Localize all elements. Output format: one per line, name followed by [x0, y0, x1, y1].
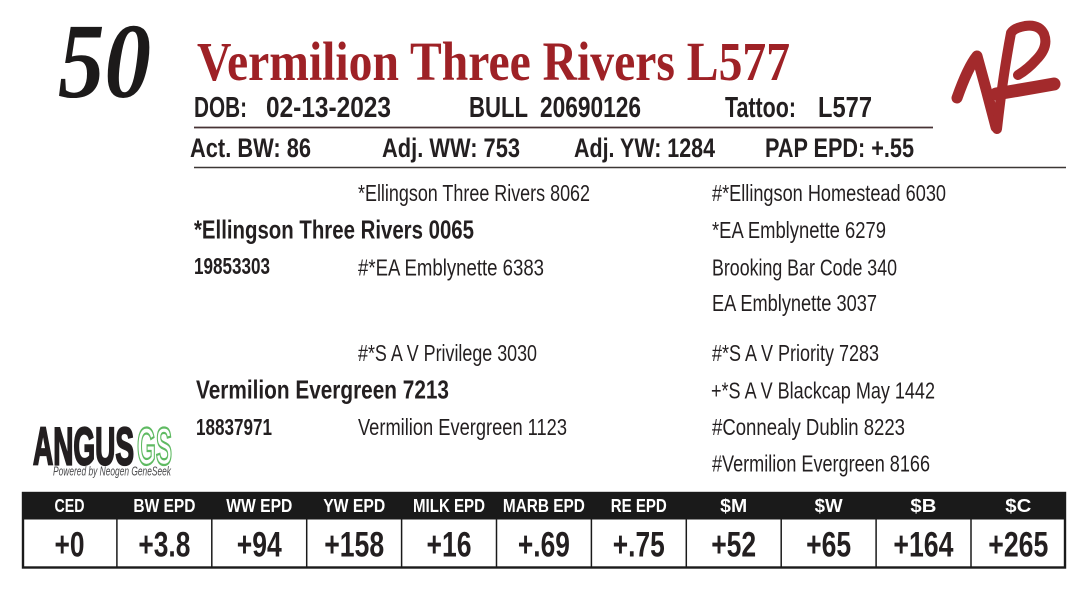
svg-text:+265: +265 — [988, 525, 1048, 565]
svg-text:CED: CED — [55, 496, 85, 516]
svg-text:BW EPD: BW EPD — [133, 496, 195, 516]
svg-text:Vermilion Evergreen 1123: Vermilion Evergreen 1123 — [358, 414, 567, 440]
svg-text:$B: $B — [910, 496, 936, 516]
svg-text:YW EPD: YW EPD — [323, 496, 385, 516]
svg-text:Brooking Bar Code 340: Brooking Bar Code 340 — [712, 255, 897, 281]
svg-text:Powered by Neogen GeneSeek: Powered by Neogen GeneSeek — [53, 465, 172, 479]
svg-text:Adj. YW: 1284: Adj. YW: 1284 — [574, 133, 715, 163]
svg-text:#*S A V Priority 7283: #*S A V Priority 7283 — [712, 340, 879, 366]
svg-text:Vermilion Evergreen 7213: Vermilion Evergreen 7213 — [196, 375, 449, 405]
svg-text:+94: +94 — [237, 525, 282, 565]
svg-text:Tattoo:: Tattoo: — [725, 92, 796, 124]
svg-text:L577: L577 — [818, 92, 872, 124]
svg-text:$C: $C — [1005, 496, 1031, 516]
svg-text:18837971: 18837971 — [196, 414, 272, 440]
svg-text:#Vermilion Evergreen 8166: #Vermilion Evergreen 8166 — [712, 451, 930, 477]
svg-text:WW EPD: WW EPD — [226, 496, 292, 516]
svg-text:GS: GS — [137, 418, 172, 477]
svg-text:MILK EPD: MILK EPD — [413, 496, 485, 516]
svg-text:*EA Emblynette 6279: *EA Emblynette 6279 — [712, 217, 886, 243]
svg-text:Vermilion Three Rivers L577: Vermilion Three Rivers L577 — [197, 31, 790, 92]
svg-text:+158: +158 — [324, 525, 384, 565]
svg-text:+52: +52 — [711, 525, 756, 565]
svg-text:Adj. WW: 753: Adj. WW: 753 — [382, 133, 520, 163]
svg-text:#Connealy Dublin 8223: #Connealy Dublin 8223 — [712, 414, 905, 440]
svg-text:$M: $M — [720, 496, 747, 516]
svg-text:MARB EPD: MARB EPD — [503, 496, 585, 516]
svg-text:#*EA Emblynette 6383: #*EA Emblynette 6383 — [358, 255, 544, 281]
svg-text:EA Emblynette 3037: EA Emblynette 3037 — [712, 290, 877, 316]
svg-text:+3.8: +3.8 — [138, 525, 190, 565]
svg-text:*Ellingson Three Rivers 0065: *Ellingson Three Rivers 0065 — [194, 215, 474, 245]
svg-text:PAP EPD: +.55: PAP EPD: +.55 — [765, 133, 914, 163]
svg-text:RE EPD: RE EPD — [611, 496, 667, 516]
svg-text:DOB:: DOB: — [194, 92, 247, 124]
svg-text:#*Ellingson Homestead 6030: #*Ellingson Homestead 6030 — [712, 180, 946, 206]
svg-text:*Ellingson Three Rivers 8062: *Ellingson Three Rivers 8062 — [358, 180, 590, 206]
svg-text:+16: +16 — [427, 525, 472, 565]
svg-text:+.69: +.69 — [518, 525, 570, 565]
svg-text:+0: +0 — [55, 525, 85, 565]
svg-text:ANGUS: ANGUS — [33, 418, 134, 477]
svg-text:20690126: 20690126 — [540, 92, 641, 124]
svg-text:$W: $W — [815, 496, 843, 516]
svg-text:+.75: +.75 — [613, 525, 665, 565]
svg-text:+65: +65 — [806, 525, 851, 565]
svg-text:BULL: BULL — [469, 92, 528, 124]
svg-text:19853303: 19853303 — [194, 253, 270, 279]
svg-text:+*S A V Blackcap May 1442: +*S A V Blackcap May 1442 — [711, 378, 935, 404]
svg-text:#*S A V Privilege 3030: #*S A V Privilege 3030 — [358, 340, 537, 366]
svg-text:+164: +164 — [893, 525, 953, 565]
svg-text:50: 50 — [58, 3, 151, 121]
svg-text:02-13-2023: 02-13-2023 — [266, 92, 391, 124]
svg-text:Act. BW: 86: Act. BW: 86 — [190, 133, 311, 163]
